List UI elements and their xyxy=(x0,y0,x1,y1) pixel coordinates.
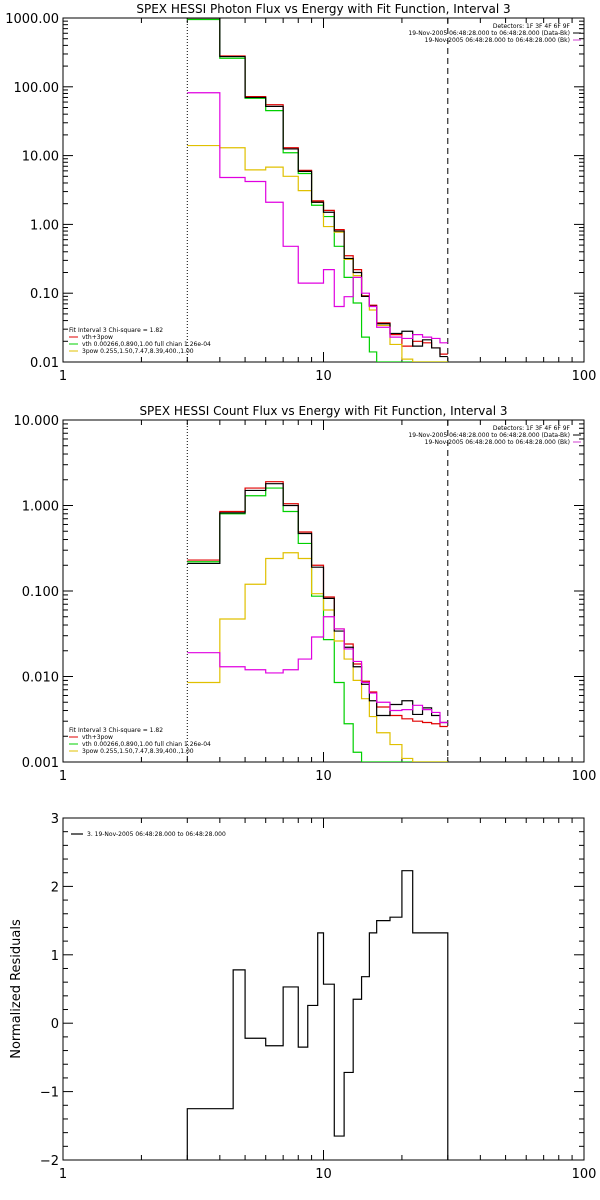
panel-1: SPEX HESSI Photon Flux vs Energy with Fi… xyxy=(5,2,596,384)
y-tick-label: 100.00 xyxy=(14,81,60,96)
y-tick-label: 0.01 xyxy=(30,356,59,371)
x-tick-label: 10 xyxy=(315,769,332,784)
y-axis-label: Normalized Residuals xyxy=(9,919,24,1059)
legend-entry: 3pow 0.255,1.50,7.47,8.39,400.,1.00 xyxy=(82,348,194,355)
series-group xyxy=(186,870,449,1160)
y-tick-label: 2 xyxy=(51,880,59,895)
series-vth-3pow xyxy=(187,18,448,355)
series-vth xyxy=(187,487,448,762)
series-vth-3pow xyxy=(187,481,448,728)
y-tick-label: 0.10 xyxy=(30,287,59,302)
series-background xyxy=(187,616,448,724)
y-tick-label: −2 xyxy=(40,1154,59,1169)
x-tick-label: 100 xyxy=(572,1167,597,1182)
y-tick-label: 0.001 xyxy=(22,756,59,771)
y-tick-label: 0.100 xyxy=(22,585,59,600)
plot-frame xyxy=(62,17,585,363)
legend-entry: vth+3pow xyxy=(82,734,113,741)
chart-title: SPEX HESSI Count Flux vs Energy with Fit… xyxy=(139,404,507,418)
legend-header: Fit Interval 3 Chi-square = 1.82 xyxy=(69,327,163,334)
y-tick-label: 0 xyxy=(51,1017,59,1032)
legend-entry: vth 0.00266,0.890,1.00 full chian 1.26e-… xyxy=(82,341,211,348)
plot-frame xyxy=(62,817,585,1161)
legend-entry: 3pow 0.255,1.50,7.47,8.39,400.,1.00 xyxy=(82,748,194,755)
x-tick-label: 10 xyxy=(315,1167,332,1182)
info-line: 19-Nov-2005 06:48:28.000 to 06:48:28.000… xyxy=(425,37,570,44)
series-background xyxy=(187,92,448,344)
series-3pow xyxy=(187,144,448,362)
legend-entry: 3. 19-Nov-2005 06:48:28.000 to 06:48:28.… xyxy=(87,831,226,838)
info-line: Detectors: 1F 3F 4F 6F 9F xyxy=(493,23,571,30)
y-tick-label: −1 xyxy=(40,1086,59,1101)
series-vth xyxy=(187,18,448,362)
x-tick-label: 10 xyxy=(315,369,332,384)
info-line: 19-Nov-2005 06:48:28.000 to 06:48:28.000… xyxy=(425,439,570,446)
y-tick-label: 10.000 xyxy=(14,414,60,429)
x-tick-label: 1 xyxy=(59,369,67,384)
x-tick-label: 100 xyxy=(572,369,597,384)
legend-entry: vth+3pow xyxy=(82,334,113,341)
info-line: Detectors: 1F 3F 4F 6F 9F xyxy=(493,425,571,432)
x-tick-label: 100 xyxy=(572,769,597,784)
series-data xyxy=(187,483,448,724)
legend-header: Fit Interval 3 Chi-square = 1.82 xyxy=(69,727,163,734)
series-3pow xyxy=(187,552,448,762)
legend-entry: vth 0.00266,0.890,1.00 full chian 1.26e-… xyxy=(82,741,211,748)
y-tick-label: 1.00 xyxy=(30,218,59,233)
info-line: 19-Nov-2005 06:48:28.000 to 06:48:28.000… xyxy=(408,432,570,439)
y-tick-label: 10.00 xyxy=(22,150,59,165)
chart-title: SPEX HESSI Photon Flux vs Energy with Fi… xyxy=(136,2,510,16)
x-tick-label: 1 xyxy=(59,769,67,784)
x-tick-label: 1 xyxy=(59,1167,67,1182)
series-group xyxy=(187,481,448,762)
y-tick-label: 0.010 xyxy=(22,671,59,686)
series-group xyxy=(187,18,448,362)
series-data xyxy=(187,18,448,358)
info-line: 19-Nov-2005 06:48:28.000 to 06:48:28.000… xyxy=(408,30,570,37)
y-tick-label: 1000.00 xyxy=(5,12,59,27)
panel-2: SPEX HESSI Count Flux vs Energy with Fit… xyxy=(14,404,597,784)
y-tick-label: 1 xyxy=(51,949,59,964)
y-tick-label: 3 xyxy=(51,812,59,827)
y-tick-label: 1.000 xyxy=(22,500,59,515)
series-data xyxy=(186,870,449,1160)
